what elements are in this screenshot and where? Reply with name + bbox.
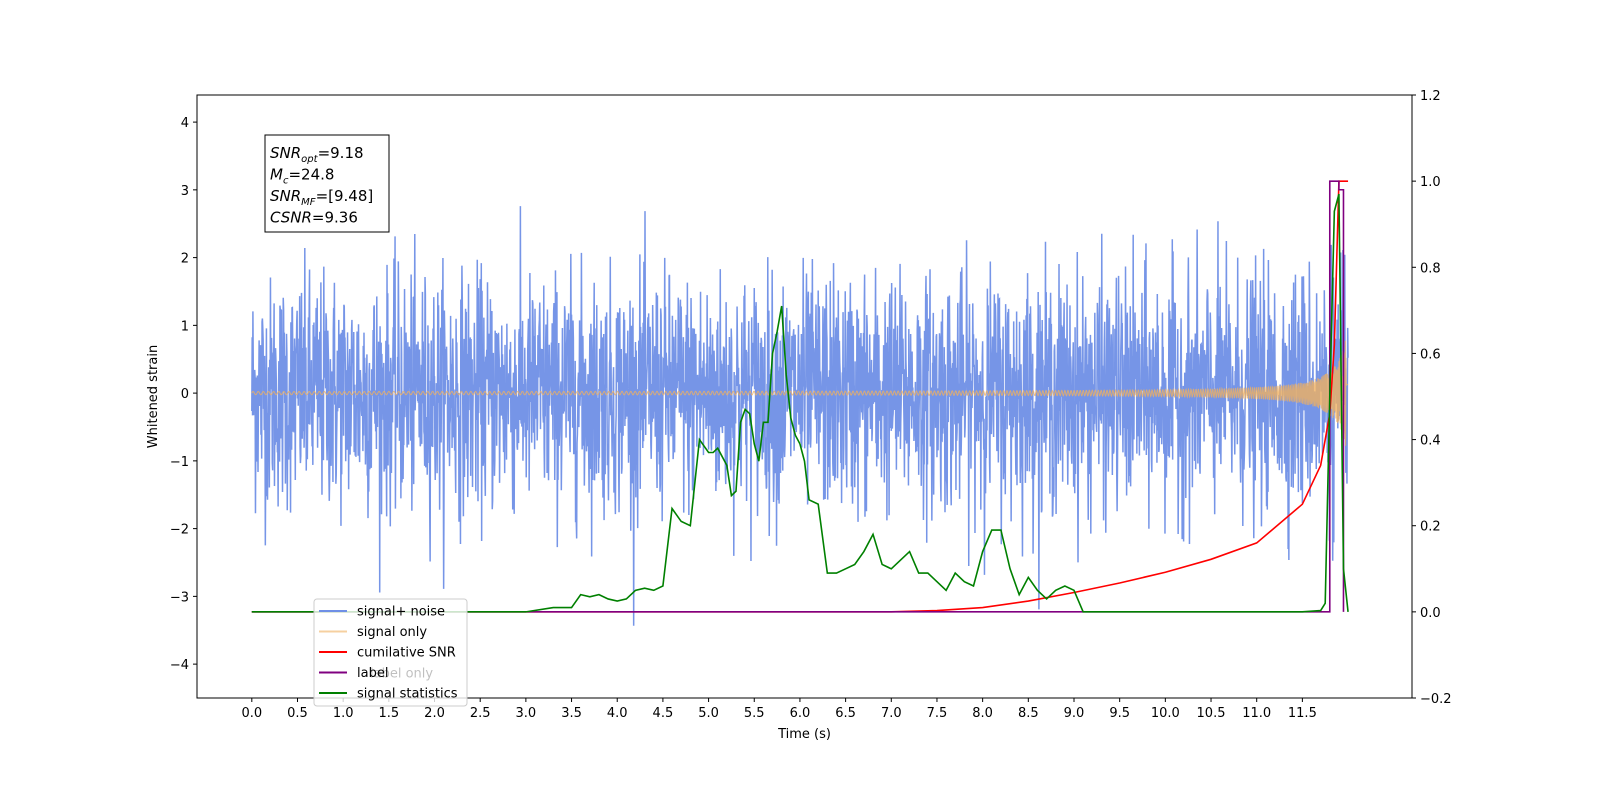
legend-label: signal+ noise	[357, 605, 445, 620]
annotation-symbol: M	[270, 166, 283, 184]
x-tick-label: 4.5	[653, 706, 674, 721]
left-y-tick-label: 3	[181, 184, 189, 199]
x-tick-label: 8.0	[972, 706, 993, 721]
legend-frame	[313, 598, 468, 707]
annotation-symbol: CSNR	[270, 209, 312, 227]
x-tick-label: 1.0	[333, 706, 354, 721]
left-y-tick-label: −2	[170, 523, 189, 538]
x-tick-label: 6.0	[790, 706, 811, 721]
legend: signal+ noise signal only cumilative SNR la…	[313, 598, 468, 707]
x-tick-label: 7.5	[927, 706, 948, 721]
x-tick-label: 4.0	[607, 706, 628, 721]
stats-annotation-line: SNRopt=9.18	[270, 144, 364, 165]
stats-annotation-line: CSNR=9.36	[270, 209, 358, 227]
annotation-value: =9.18	[318, 144, 364, 162]
left-y-tick-label: −4	[170, 658, 189, 673]
series-signal-statistics-line	[251, 193, 1349, 613]
series-signal-only-line	[251, 340, 1349, 446]
x-tick-label: 10.0	[1151, 706, 1180, 721]
x-tick-label: 2.0	[424, 706, 445, 721]
left-y-tick-label: −3	[170, 590, 189, 605]
x-tick-label: 9.5	[1109, 706, 1130, 721]
stats-annotation-line: SNRMF=[9.48]	[270, 187, 373, 208]
left-y-tick-label: 0	[181, 387, 189, 402]
legend-label: cumilative SNR	[357, 646, 456, 661]
x-axis-label: Time (s)	[777, 727, 831, 742]
left-y-tick-label: 2	[181, 252, 189, 267]
x-tick-label: 5.5	[744, 706, 765, 721]
right-y-tick-label: 0.4	[1420, 434, 1441, 449]
series-signal-noise-line	[251, 206, 1349, 626]
stats-annotation-frame	[264, 134, 390, 233]
left-y-axis: −4 −3 −2 −1 0 1 2 3 4	[170, 116, 197, 673]
legend-label-ghost: label only	[370, 667, 433, 682]
x-tick-label: 7.0	[881, 706, 902, 721]
x-tick-label: 10.5	[1197, 706, 1226, 721]
annotation-value: =[9.48]	[316, 187, 374, 205]
x-axis: 0.0 0.5 1.0 1.5 2.0 2.5 3.0 3.5 4.0 4.5 5.0 5.5 6.0 6…	[241, 698, 1317, 721]
x-tick-label: 3.0	[516, 706, 537, 721]
legend-label: signal only	[357, 625, 427, 640]
x-tick-label: 11.0	[1242, 706, 1271, 721]
left-y-tick-label: 1	[181, 319, 189, 334]
x-tick-label: 0.0	[241, 706, 262, 721]
legend-label: label	[357, 666, 388, 681]
annotation-subscript: MF	[301, 197, 316, 208]
x-tick-label: 8.5	[1018, 706, 1039, 721]
x-tick-label: 2.5	[470, 706, 491, 721]
x-tick-label: 11.5	[1288, 706, 1317, 721]
right-y-tick-label: 0.6	[1420, 347, 1441, 362]
x-tick-label: 0.5	[287, 706, 308, 721]
x-tick-label: 1.5	[378, 706, 399, 721]
plot-frame	[196, 94, 1413, 699]
left-y-axis-label: Whitened strain	[146, 345, 161, 448]
left-y-tick-label: −1	[170, 455, 189, 470]
series-label-line	[251, 180, 1345, 613]
right-y-tick-label: 1.0	[1420, 175, 1441, 190]
right-y-tick-label: 1.2	[1420, 89, 1441, 104]
series-layer	[251, 180, 1349, 626]
annotation-value: =24.8	[288, 166, 334, 184]
x-tick-label: 5.0	[698, 706, 719, 721]
annotation-subscript: c	[283, 176, 289, 187]
right-y-tick-label: −0.2	[1420, 692, 1452, 707]
legend-label: signal statistics	[357, 687, 458, 702]
annotation-symbol: SNR	[270, 187, 301, 205]
x-tick-label: 6.5	[835, 706, 856, 721]
x-tick-label: 9.0	[1064, 706, 1085, 721]
left-y-tick-label: 4	[181, 116, 189, 131]
x-tick-label: 3.5	[561, 706, 582, 721]
annotation-symbol: SNR	[270, 144, 301, 162]
right-y-tick-label: 0.2	[1420, 520, 1441, 535]
right-y-axis: −0.2 0.0 0.2 0.4 0.6 0.8 1.0 1.2	[1412, 89, 1452, 707]
right-y-tick-label: 0.8	[1420, 261, 1441, 276]
annotation-value: =9.36	[312, 209, 358, 227]
annotation-subscript: opt	[301, 154, 318, 165]
right-y-tick-label: 0.0	[1420, 606, 1441, 621]
series-cumulative-snr-line	[251, 180, 1349, 613]
stats-annotation-line: Mc=24.8	[270, 166, 334, 187]
